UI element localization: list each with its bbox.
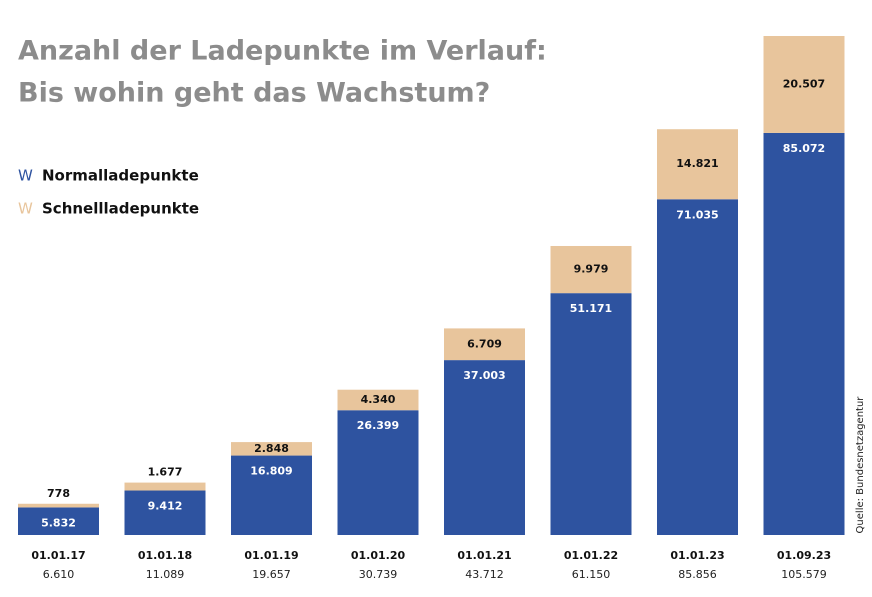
x-tick-label: 01.01.19 — [244, 549, 298, 562]
value-label: 20.507 — [783, 77, 825, 90]
total-label: 19.657 — [252, 568, 291, 581]
total-label: 43.712 — [465, 568, 504, 581]
bar-segment — [657, 199, 738, 536]
x-tick-label: 01.01.18 — [138, 549, 192, 562]
value-label: 51.171 — [570, 302, 612, 315]
value-label: 5.832 — [41, 516, 76, 529]
x-tick-label: 01.01.17 — [31, 549, 85, 562]
value-label: 71.035 — [676, 208, 718, 221]
x-tick-label: 01.01.23 — [670, 549, 724, 562]
source: Quelle: Bundesnetzagentur — [855, 396, 866, 534]
x-tick-label: 01.01.22 — [564, 549, 618, 562]
bar-segment — [337, 410, 419, 535]
legend-marker: W — [18, 167, 33, 185]
bar-segment — [231, 455, 312, 535]
value-label: 14.821 — [676, 157, 718, 170]
total-label: 6.610 — [43, 568, 75, 581]
bar-segment — [444, 328, 525, 361]
bar-segment — [124, 482, 206, 491]
x-tick-label: 01.01.21 — [457, 549, 511, 562]
bar-segment — [763, 36, 845, 133]
bar-segment — [550, 293, 632, 535]
value-label: 2.848 — [254, 442, 289, 455]
bar-segment — [337, 389, 419, 411]
value-label: 1.677 — [148, 466, 183, 479]
bar-segment — [550, 245, 632, 294]
bar-segment — [444, 360, 525, 535]
x-tick-label: 01.01.20 — [351, 549, 406, 562]
bar-segment — [18, 507, 99, 535]
total-label: 30.739 — [359, 568, 398, 581]
value-label: 85.072 — [783, 142, 825, 155]
bar-segment — [124, 490, 206, 535]
total-label: 61.150 — [572, 568, 611, 581]
legend-label: Normalladepunkte — [42, 167, 199, 185]
bar-segment — [763, 132, 845, 536]
value-label: 9.412 — [148, 500, 183, 513]
value-label: 4.340 — [361, 393, 396, 406]
value-label: 16.809 — [250, 465, 292, 478]
total-label: 85.856 — [678, 568, 717, 581]
legend-marker: W — [18, 200, 33, 218]
x-tick-label: 01.09.23 — [777, 549, 831, 562]
bar-segment — [18, 503, 99, 508]
value-label: 37.003 — [463, 369, 505, 382]
value-label: 9.979 — [574, 263, 609, 276]
value-label: 26.399 — [357, 419, 399, 432]
bar-segment — [657, 129, 738, 200]
total-label: 105.579 — [781, 568, 827, 581]
value-label: 778 — [47, 487, 70, 500]
bar-segment — [231, 442, 312, 456]
chart-title: Anzahl der Ladepunkte im Verlauf: — [18, 36, 547, 67]
legend-label: Schnellladepunkte — [42, 200, 199, 218]
chart-subtitle: Bis wohin geht das Wachstum? — [18, 78, 490, 109]
value-label: 6.709 — [467, 337, 502, 350]
total-label: 11.089 — [146, 568, 185, 581]
